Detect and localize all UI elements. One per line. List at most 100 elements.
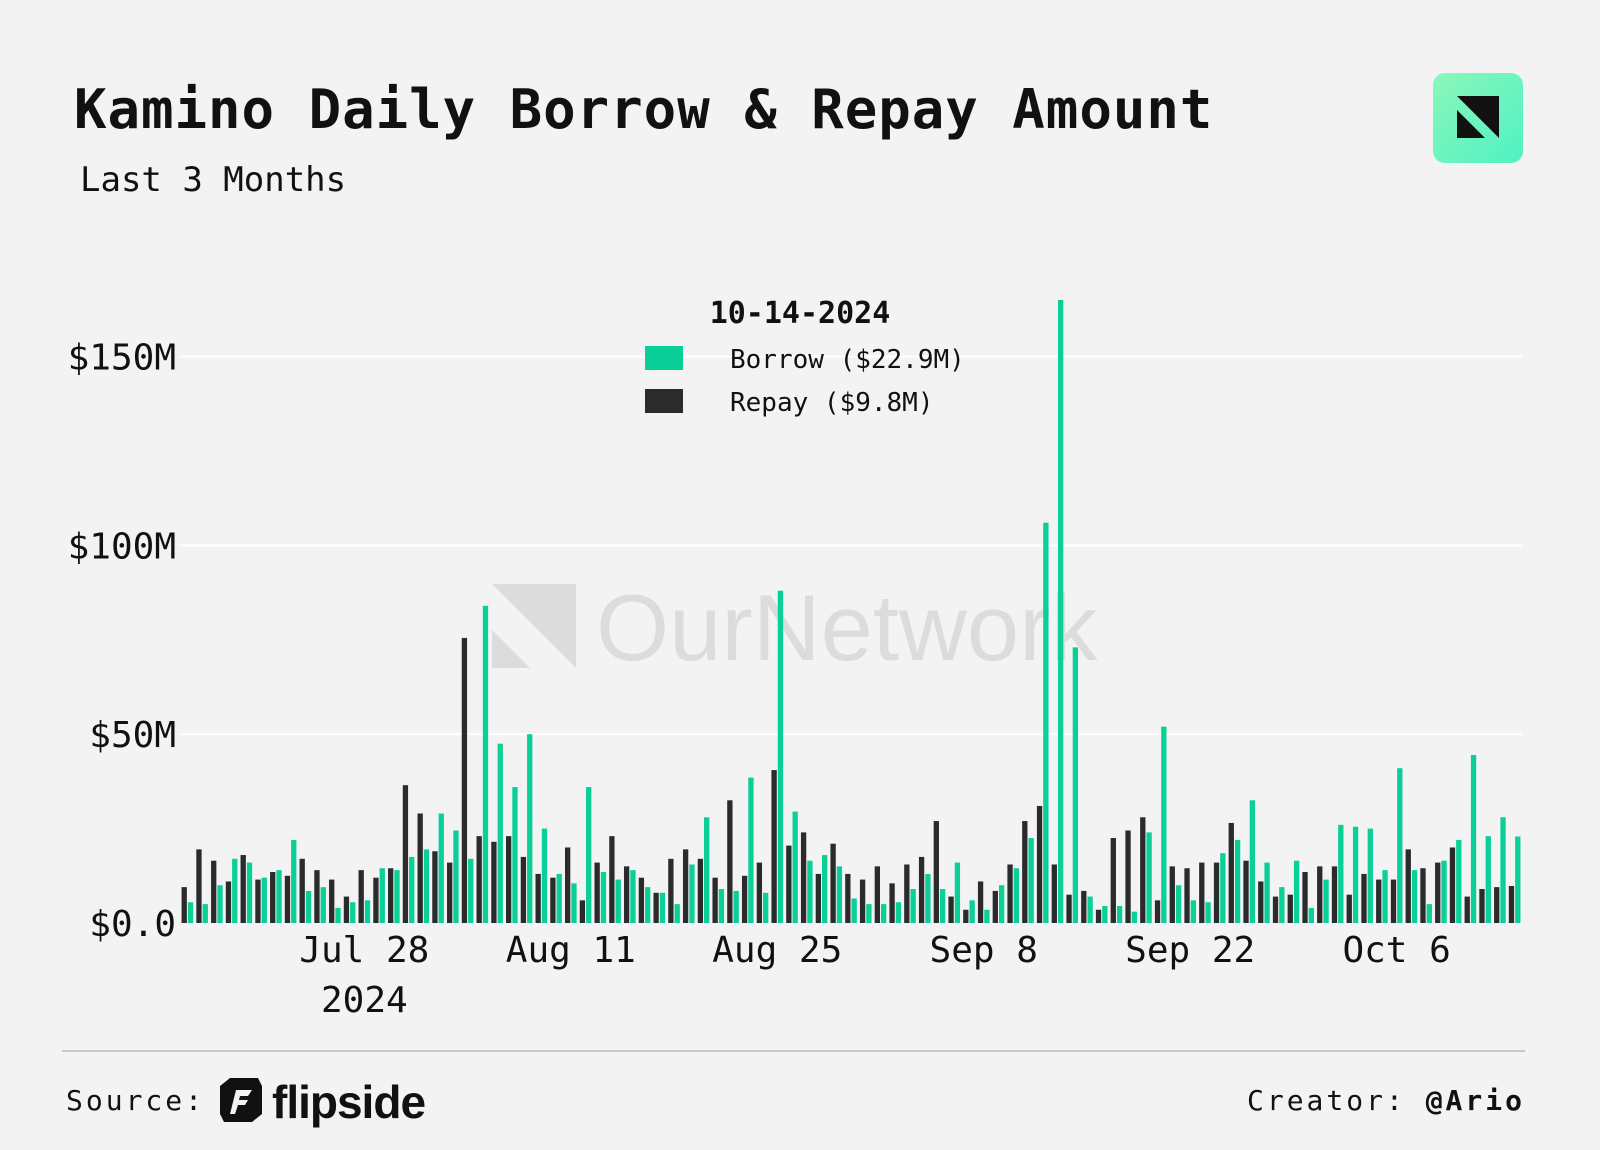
bar-repay: [697, 858, 704, 923]
bar-borrow: [350, 902, 356, 923]
x-tick-label: Jul 28: [299, 930, 429, 971]
bar-borrow: [453, 830, 459, 923]
bar-borrow: [659, 892, 666, 923]
bar-repay: [727, 800, 733, 923]
bar-repay: [564, 847, 571, 923]
bar-repay: [1449, 847, 1456, 923]
bar-borrow: [1205, 902, 1211, 923]
bar-borrow: [733, 890, 739, 923]
bar-borrow: [541, 828, 548, 923]
bar-borrow: [630, 870, 636, 923]
bar-repay: [196, 849, 202, 923]
x-tick-label: Aug 11: [506, 930, 636, 971]
bar-borrow: [984, 909, 990, 923]
bar-borrow: [689, 864, 695, 923]
bar-borrow: [1293, 860, 1300, 923]
bar-borrow: [305, 890, 312, 923]
bar-repay: [623, 866, 630, 923]
bar-repay: [1331, 866, 1338, 923]
bar-borrow: [836, 866, 843, 923]
bar-borrow: [1175, 885, 1182, 923]
bar-repay: [1287, 894, 1293, 923]
x-tick-label: Sep 22: [1125, 930, 1255, 971]
bar-borrow: [954, 862, 961, 923]
bar-borrow: [217, 885, 223, 923]
bar-repay: [343, 896, 350, 923]
y-tick-label: $0.0: [89, 904, 176, 945]
x-tick-label: Oct 6: [1342, 930, 1450, 971]
bar-borrow: [468, 858, 474, 923]
bar-borrow: [866, 904, 872, 923]
bar-repay: [373, 877, 379, 923]
bar-repay: [1405, 849, 1411, 923]
bar-repay: [299, 858, 305, 923]
bar-repay: [933, 821, 939, 923]
bar-borrow: [1131, 911, 1138, 923]
watermark: OurNetwork: [492, 575, 1098, 680]
bar-repay: [579, 900, 586, 923]
bar-borrow: [1234, 839, 1241, 923]
bar-borrow: [1367, 828, 1373, 923]
bar-repay: [800, 832, 807, 923]
bar-repay: [771, 770, 777, 923]
bar-repay: [314, 870, 320, 923]
bar-borrow: [187, 902, 194, 923]
bar-borrow: [1220, 853, 1226, 923]
bar-borrow: [335, 907, 341, 923]
bar-repay: [1243, 860, 1249, 923]
bar-borrow: [1161, 726, 1167, 923]
bar-borrow: [1043, 522, 1049, 923]
bar-repay: [668, 858, 674, 923]
bar-repay: [1066, 894, 1072, 923]
bar-borrow: [276, 870, 282, 923]
bar-borrow: [246, 862, 253, 923]
legend: 10-14-2024 Borrow ($22.9M) Repay ($9.8M): [645, 296, 965, 418]
bar-borrow: [379, 868, 385, 923]
bar-repay: [682, 849, 689, 923]
bar-borrow: [1028, 838, 1034, 923]
bar-repay: [535, 873, 541, 923]
bar-borrow: [1264, 862, 1270, 923]
legend-label-borrow: Borrow ($22.9M): [730, 345, 965, 375]
bar-borrow: [1441, 860, 1447, 923]
bar-repay: [786, 845, 792, 923]
bar-repay: [609, 836, 615, 923]
bar-borrow: [674, 904, 680, 923]
y-axis: $0.0 $50M $100M $150M: [68, 338, 176, 945]
bar-borrow: [998, 885, 1005, 923]
creator-label: Creator:: [1246, 1084, 1406, 1117]
bar-borrow: [895, 902, 902, 923]
bar-repay: [1494, 887, 1500, 923]
bar-repay: [948, 896, 954, 923]
bar-repay: [1036, 805, 1043, 923]
creator-handle: @Ario: [1425, 1084, 1525, 1117]
bar-repay: [1140, 817, 1146, 923]
bar-repay: [1420, 868, 1426, 923]
bar-borrow: [1485, 836, 1491, 923]
bar-repay: [594, 862, 600, 923]
bar-borrow: [1352, 826, 1359, 923]
bar-borrow: [1515, 836, 1521, 923]
footer-divider: [62, 1050, 1525, 1052]
bar-borrow: [1013, 868, 1020, 923]
bar-borrow: [1057, 300, 1064, 923]
bars: [181, 300, 1521, 923]
bar-repay: [874, 866, 880, 923]
bar-repay: [756, 862, 763, 923]
bar-borrow: [438, 813, 444, 923]
bar-borrow: [586, 787, 592, 923]
bar-borrow: [822, 855, 828, 923]
bar-repay: [1051, 864, 1057, 923]
bar-borrow: [910, 889, 916, 923]
bar-repay: [240, 855, 246, 923]
bar-borrow: [880, 904, 887, 923]
bar-borrow: [704, 817, 710, 923]
bar-repay: [491, 841, 497, 923]
bar-borrow: [320, 887, 326, 923]
chart-subtitle: Last 3 Months: [80, 160, 347, 200]
bar-repay: [1184, 868, 1190, 923]
bar-repay: [638, 877, 645, 923]
bar-repay: [1317, 866, 1323, 923]
bar-repay: [1479, 889, 1485, 923]
grid-lines: [180, 355, 1522, 736]
